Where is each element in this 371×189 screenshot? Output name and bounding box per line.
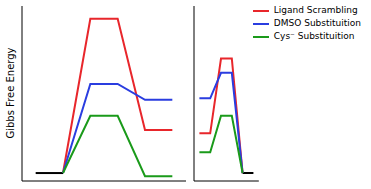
html-text:Ligand Scrambling: Ligand Scrambling bbox=[273, 5, 358, 15]
svg-text:Gibbs Free Energy: Gibbs Free Energy bbox=[5, 47, 16, 138]
html-text:Cys⁻ Substituition: Cys⁻ Substituition bbox=[273, 31, 355, 41]
html-text:DMSO Substituition: DMSO Substituition bbox=[273, 18, 361, 28]
